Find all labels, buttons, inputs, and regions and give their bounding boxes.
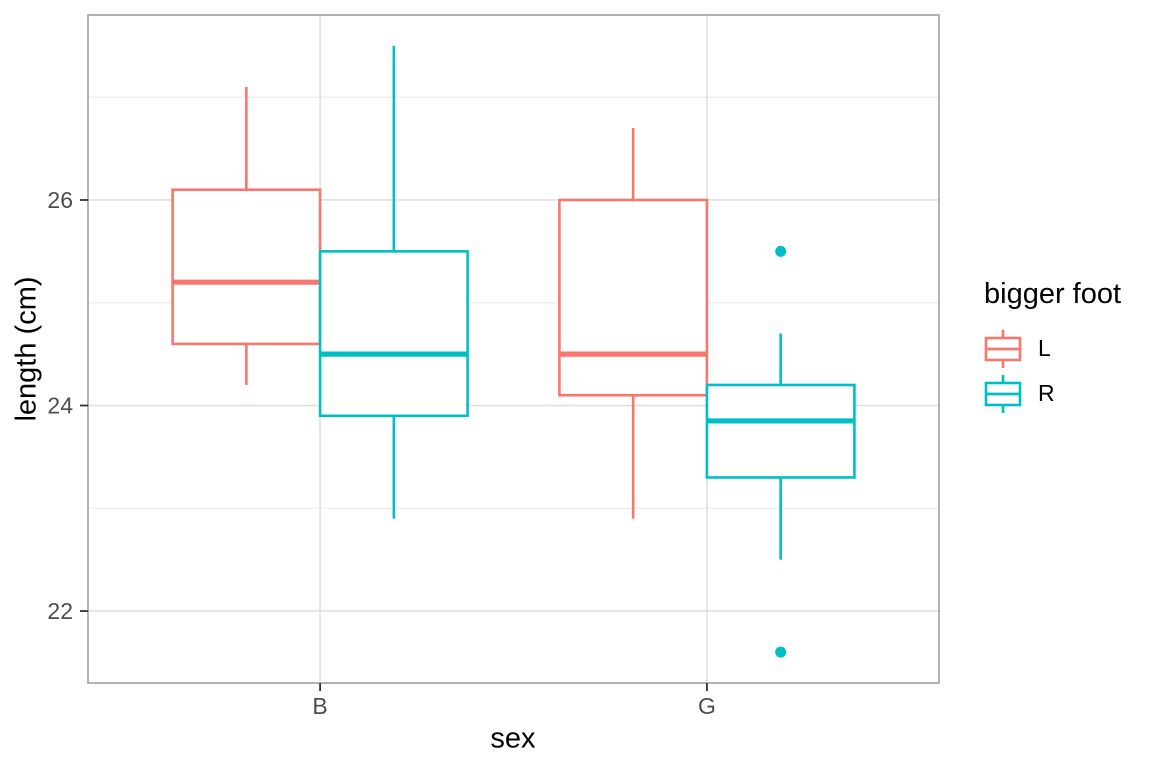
panel-background <box>88 15 939 683</box>
boxplot-key-icon-L <box>984 329 1022 368</box>
y-axis-title: length (cm) <box>10 276 43 422</box>
outlier-point-G-R-21.6 <box>775 646 787 658</box>
x-tick-label-B: B <box>312 693 327 719</box>
box-B-R <box>318 45 469 519</box>
box-G-L <box>558 128 709 519</box>
legend-entry-label-L: L <box>1038 335 1051 361</box>
legend-title: bigger foot <box>984 278 1122 310</box>
boxplot-key-icon-R <box>984 374 1022 413</box>
x-tick-label-G: G <box>698 693 716 719</box>
legend-entry-L: L <box>984 326 1152 371</box>
legend-entry-R: R <box>984 371 1152 416</box>
iqr-box-B-L <box>171 188 322 346</box>
iqr-box-G-L <box>558 198 709 397</box>
outlier-point-G-R-25.5 <box>775 245 787 257</box>
x-axis-title: sex <box>490 722 536 755</box>
box-G-R <box>705 245 856 658</box>
y-tick-label-22: 22 <box>47 598 73 624</box>
iqr-box-B-R <box>318 250 469 418</box>
panel-border <box>87 14 940 684</box>
iqr-box-G-R <box>705 383 856 479</box>
y-tick-label-24: 24 <box>47 393 73 419</box>
y-tick-label-26: 26 <box>47 187 73 213</box>
legend-entry-label-R: R <box>1038 380 1055 406</box>
